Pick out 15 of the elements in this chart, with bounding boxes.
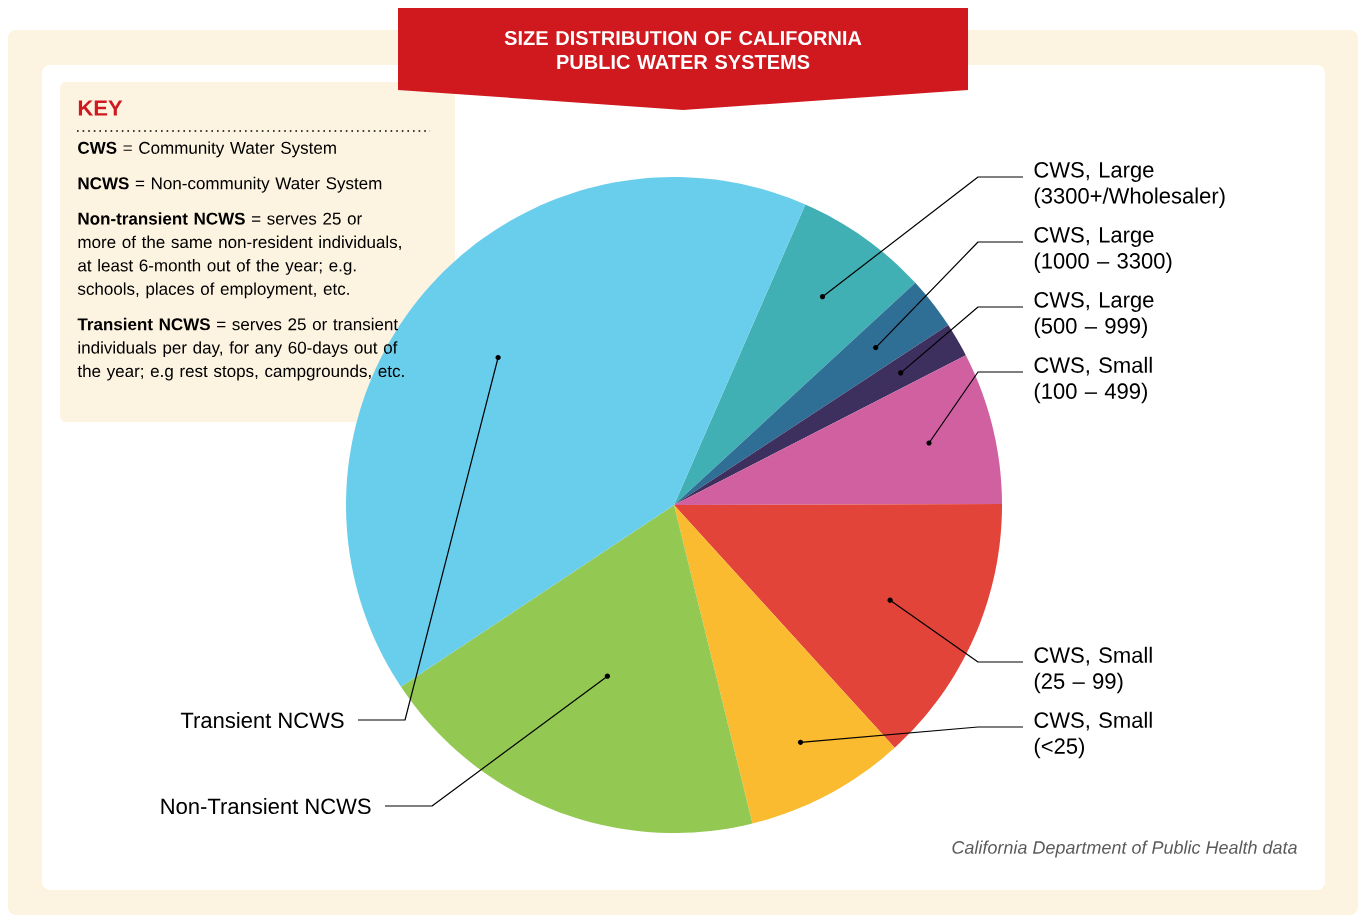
slice-label: Transient NCWS [180, 711, 344, 729]
slice-label: CWS, Small (<25) [1034, 711, 1152, 759]
text: California Department of Public Health data [952, 840, 1297, 858]
slice-label: CWS, Small (100 – 499) [1034, 356, 1152, 404]
text: Transient NCWS = serves 25 or transient individuals per day, for any 60-days out of the year; e.g rest stops, campgrounds, etc. [77, 317, 404, 381]
text: Non-transient NCWS = serves 25 or more of the same non-resident individuals, at least 6-month out of the year; e.g. schools, places of employment, etc. [77, 212, 401, 299]
slice-label: CWS, Large (500 – 999) [1034, 292, 1154, 338]
text: KEY [78, 100, 123, 116]
slice-label: CWS, Large (3300+/Wholesaler) [1034, 162, 1225, 208]
text: CWS = Community Water System [78, 141, 336, 158]
text: NCWS = Non-community Water System [78, 176, 382, 193]
chart-title: SIZE DISTRIBUTION OF CALIFORNIA PUBLIC WATER SYSTEMS [504, 30, 862, 70]
slice-label: Non-Transient NCWS [161, 797, 371, 815]
slice-label: CWS, Small (25 – 99) [1034, 646, 1152, 694]
slice-label: CWS, Large (1000 – 3300) [1034, 227, 1172, 273]
